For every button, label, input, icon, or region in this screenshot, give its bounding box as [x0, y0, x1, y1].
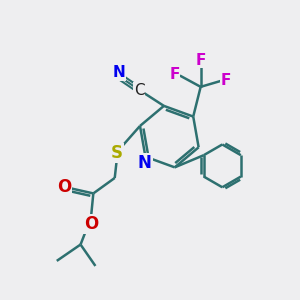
Text: F: F: [221, 74, 231, 88]
Text: N: N: [112, 65, 125, 80]
Text: N: N: [138, 154, 152, 172]
Text: O: O: [84, 215, 98, 233]
Text: F: F: [169, 67, 180, 82]
Text: O: O: [57, 178, 72, 196]
Text: S: S: [111, 144, 123, 162]
Text: C: C: [134, 82, 145, 98]
Text: F: F: [196, 52, 206, 68]
